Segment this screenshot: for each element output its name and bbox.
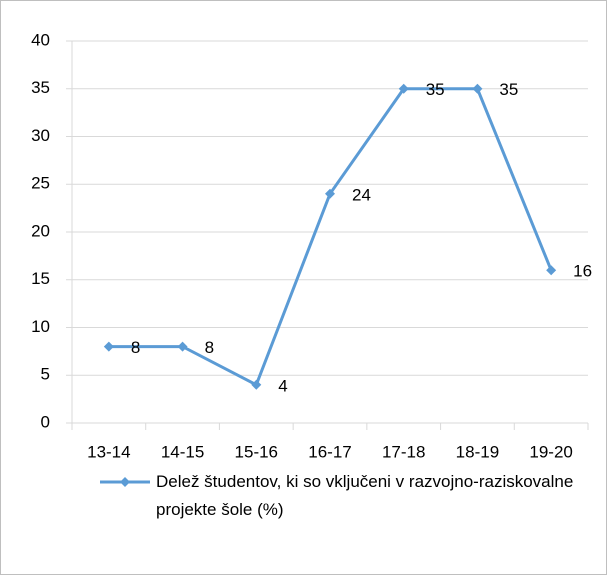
point-marker [103, 341, 114, 352]
y-tick-label: 5 [41, 365, 50, 384]
y-tick-label: 35 [31, 78, 50, 97]
data-label: 35 [426, 80, 445, 99]
data-label: 16 [573, 262, 592, 281]
data-label: 24 [352, 185, 371, 204]
point-marker [325, 188, 335, 199]
point-marker [472, 83, 483, 94]
x-tick-label: 19-20 [529, 442, 572, 461]
y-tick-label: 0 [41, 412, 50, 431]
x-tick-label: 15-16 [235, 442, 278, 461]
y-tick-label: 25 [31, 174, 50, 193]
point-marker [177, 341, 188, 352]
point-marker [251, 379, 262, 390]
legend-label: Delež študentov, ki so vključeni v razvo… [156, 472, 574, 519]
point-marker [546, 265, 557, 276]
y-tick-label: 15 [31, 269, 50, 288]
x-tick-label: 16-17 [308, 442, 351, 461]
point-marker [398, 83, 409, 94]
data-label: 8 [205, 338, 214, 357]
y-tick-label: 40 [31, 30, 50, 49]
data-label: 4 [278, 376, 287, 395]
x-tick-label: 17-18 [382, 442, 425, 461]
x-tick-label: 18-19 [456, 442, 499, 461]
legend-marker [120, 477, 130, 487]
data-label: 8 [131, 338, 140, 357]
y-tick-label: 10 [31, 317, 50, 336]
y-tick-label: 20 [31, 221, 50, 240]
y-tick-label: 30 [31, 126, 50, 145]
x-tick-label: 14-15 [161, 442, 204, 461]
x-tick-label: 13-14 [87, 442, 130, 461]
data-label: 35 [499, 80, 518, 99]
